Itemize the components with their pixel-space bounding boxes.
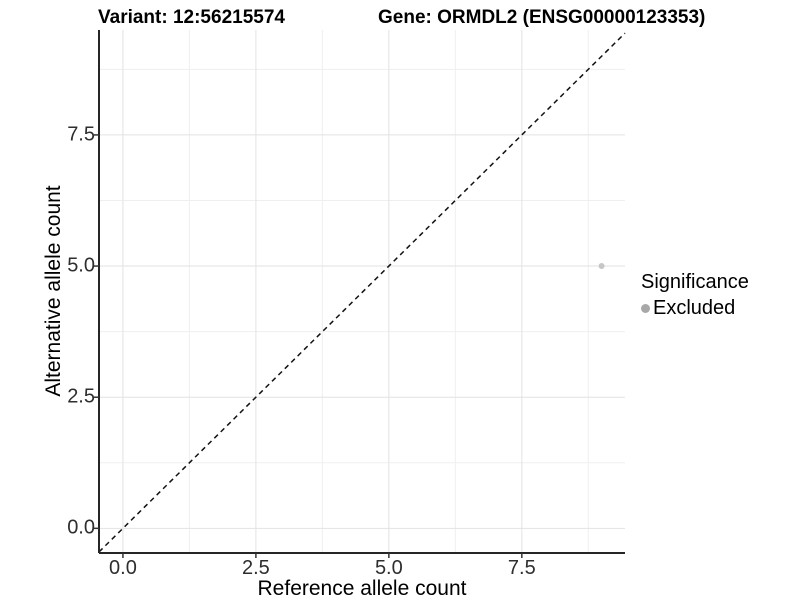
identity-line (98, 32, 626, 553)
axis-lines (98, 30, 625, 554)
x-tick-label: 2.5 (241, 557, 270, 579)
axis-tick-marks (94, 134, 523, 558)
y-tick-label: 7.5 (67, 123, 95, 146)
identity-dashed-line (98, 32, 626, 553)
gene-title: Gene: ORMDL2 (ENSG00000123353) (378, 7, 706, 28)
y-axis-title: Alternative allele count (42, 185, 65, 397)
legend-item-label: Excluded (653, 297, 736, 319)
x-tick-label: 0.0 (109, 557, 137, 579)
legend-title: Significance (641, 271, 749, 293)
y-tick-label: 2.5 (67, 385, 95, 408)
data-point (598, 263, 605, 270)
x-tick-label: 5.0 (374, 557, 403, 579)
legend: Significance Excluded (641, 271, 749, 320)
grid-minor-lines (99, 30, 625, 553)
legend-item-excluded: Excluded (641, 297, 749, 320)
variant-title: Variant: 12:56215574 (98, 7, 285, 28)
y-tick-label: 5.0 (67, 254, 95, 277)
data-points (598, 263, 605, 270)
x-tick-label: 7.5 (507, 557, 536, 579)
y-tick-label: 0.0 (67, 516, 95, 539)
legend-key-dot-icon (641, 304, 650, 313)
x-axis-title: Reference allele count (257, 577, 467, 600)
grid-major-lines (99, 30, 625, 553)
